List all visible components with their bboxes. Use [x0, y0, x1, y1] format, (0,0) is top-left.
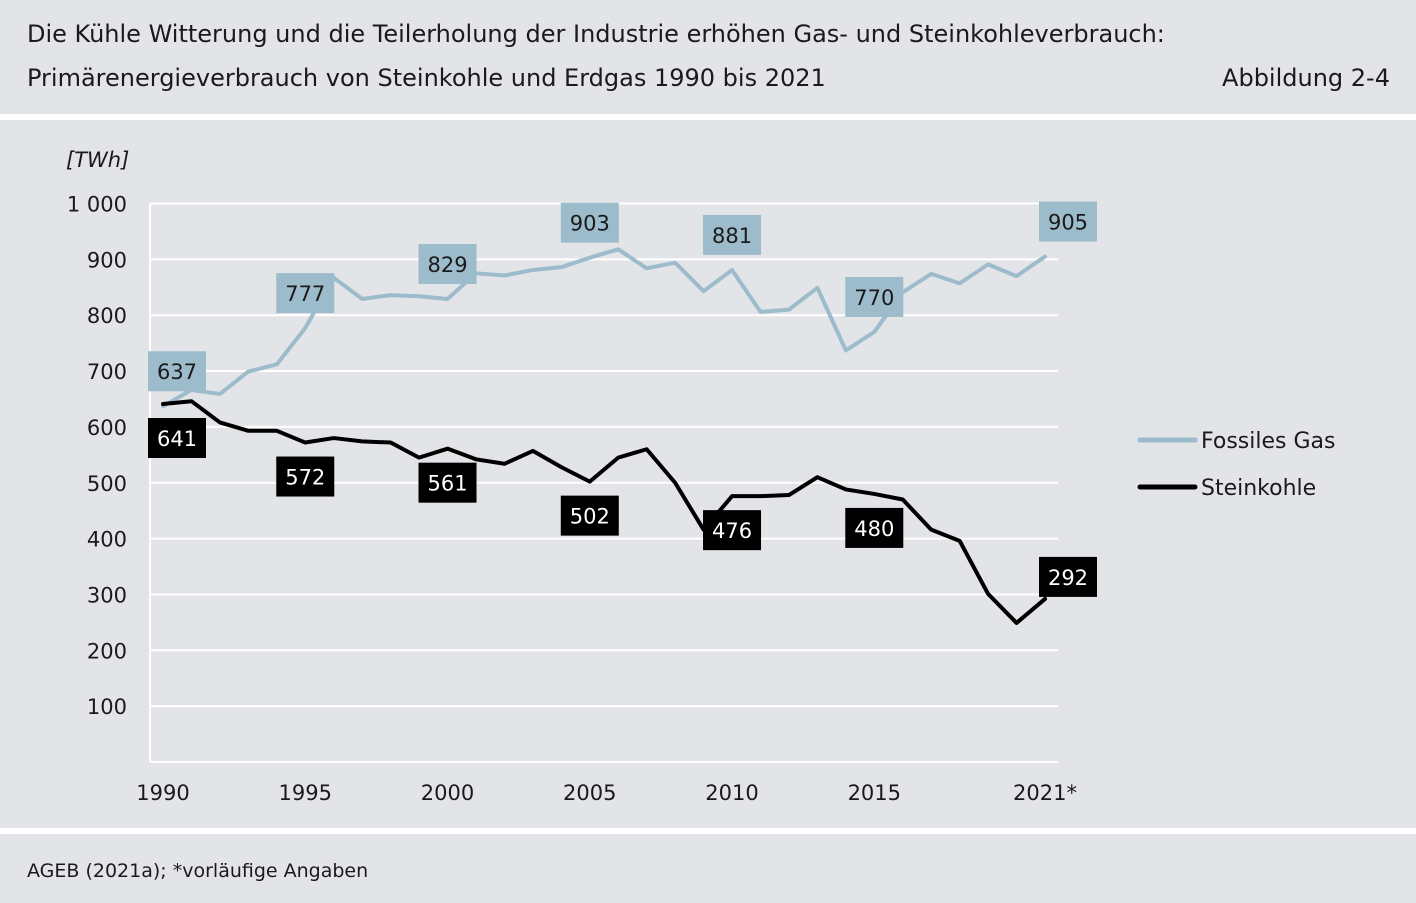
coal-data-label: 641: [157, 427, 197, 451]
gas-data-label-box: [1039, 201, 1097, 242]
coal-data-label-box: [418, 462, 477, 503]
coal-data-label: 480: [854, 517, 894, 541]
gas-data-label: 777: [285, 282, 325, 306]
y-tick-label: 600: [87, 416, 127, 440]
coal-data-label-box: [845, 507, 904, 548]
coal-data-label-box: [1039, 556, 1097, 597]
gas-data-label-box: [276, 273, 335, 314]
coal-data-label-box: [703, 510, 762, 551]
y-tick-label: 400: [87, 528, 127, 552]
x-tick-label: 2000: [421, 781, 474, 805]
coal-data-label-box: [560, 495, 619, 536]
coal-data-label: 572: [285, 466, 325, 490]
x-tick-label: 2010: [705, 781, 758, 805]
footer-divider: [0, 828, 1416, 834]
coal-series-line: [161, 399, 1047, 625]
gas-data-label: 881: [712, 224, 752, 248]
gas-data-label-box: [560, 202, 619, 243]
gas-data-label: 829: [427, 253, 467, 277]
legend-label-gas: Fossiles Gas: [1201, 429, 1335, 454]
figure-label: Abbildung 2-4: [1222, 64, 1390, 92]
gas-data-label: 770: [854, 286, 894, 310]
coal-data-label-box: [276, 456, 335, 497]
source-note: AGEB (2021a); *vorläufige Angaben: [27, 860, 369, 882]
gas-data-label-box: [703, 214, 762, 255]
chart-title: Die Kühle Witterung und die Teilerholung…: [27, 20, 1165, 48]
y-tick-label: 100: [87, 695, 127, 719]
y-tick-label: 800: [87, 304, 127, 328]
coal-data-label: 476: [712, 519, 752, 543]
gas-data-label: 905: [1048, 211, 1088, 235]
y-axis-unit-label: [TWh]: [66, 148, 129, 172]
gas-series-line: [161, 247, 1047, 409]
coal-data-label: 502: [570, 505, 610, 529]
line-chart: 100 200 300 400 500 600 700 800 900 1 000 [TWh] 199…: [66, 148, 1335, 805]
coal-data-label-box: [148, 418, 206, 459]
gas-data-label-box: [845, 276, 904, 317]
gas-data-label-box: [418, 244, 477, 285]
header-divider: [0, 114, 1416, 120]
legend-label-coal: Steinkohle: [1201, 476, 1316, 501]
y-tick-label: 200: [87, 639, 127, 663]
y-tick-label: 500: [87, 472, 127, 496]
gas-data-label: 903: [570, 212, 610, 236]
coal-data-label: 292: [1048, 566, 1088, 590]
y-tick-label: 300: [87, 583, 127, 607]
coal-data-label: 561: [427, 472, 467, 496]
x-tick-label: 2005: [563, 781, 616, 805]
x-tick-label: 2015: [848, 781, 901, 805]
gas-data-label-box: [148, 351, 206, 392]
gas-data-label: 637: [157, 360, 197, 384]
y-tick-label: 700: [87, 360, 127, 384]
x-tick-label: 1995: [279, 781, 332, 805]
x-tick-label: 2021*: [1013, 781, 1077, 805]
y-tick-label: 1 000: [67, 193, 127, 217]
x-tick-label: 1990: [136, 781, 189, 805]
y-tick-label: 900: [87, 248, 127, 272]
chart-subtitle: Primärenergieverbrauch von Steinkohle un…: [27, 64, 826, 92]
chart-header: Die Kühle Witterung und die Teilerholung…: [0, 0, 1416, 114]
